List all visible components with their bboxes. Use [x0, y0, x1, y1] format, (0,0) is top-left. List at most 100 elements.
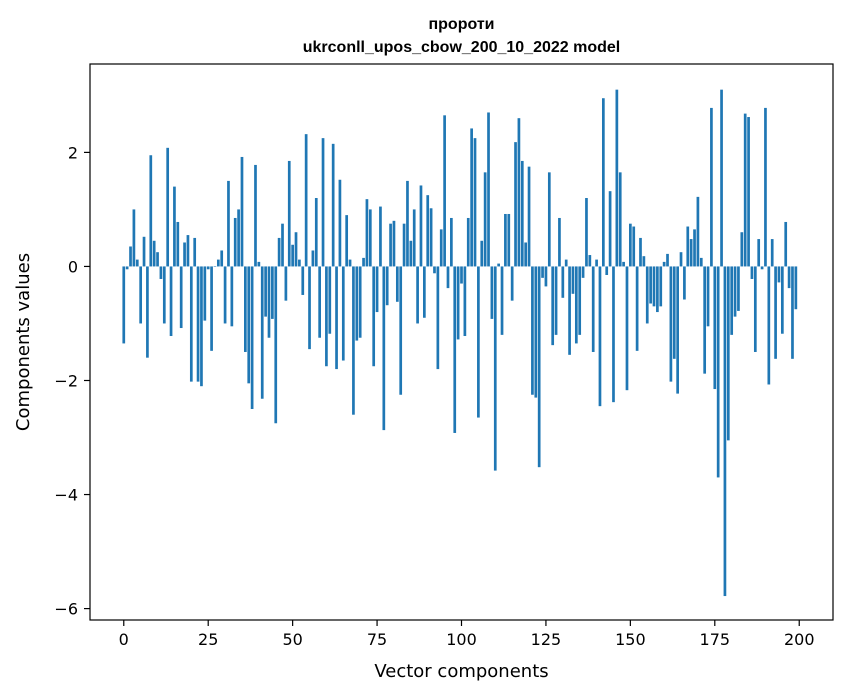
bar-153 [639, 237, 642, 267]
bar-121 [531, 266, 534, 395]
x-tick-label: 150 [615, 630, 646, 649]
bar-138 [588, 255, 592, 267]
x-tick-label: 50 [282, 630, 302, 649]
bar-66 [345, 215, 349, 267]
bar-116 [514, 142, 517, 267]
y-axis-label: Components values [13, 253, 34, 431]
bar-5 [139, 266, 143, 324]
bar-55 [308, 266, 311, 350]
bar-183 [740, 232, 744, 267]
bar-37 [247, 266, 251, 384]
bar-175 [713, 266, 717, 390]
bar-171 [699, 257, 703, 267]
chart-title-line-2: ukrconll_upos_cbow_200_10_2022 model [303, 39, 620, 56]
bar-34 [237, 209, 240, 267]
bar-88 [419, 185, 423, 267]
bar-128 [554, 266, 558, 335]
x-axis-label: Vector components [374, 661, 548, 682]
bar-156 [649, 266, 652, 304]
bar-29 [220, 250, 224, 267]
y-tick-label: 0 [68, 257, 78, 276]
bar-150 [629, 223, 632, 267]
bar-124 [541, 266, 544, 278]
bar-77 [382, 266, 386, 431]
bar-71 [362, 257, 365, 267]
bar-35 [240, 156, 244, 267]
bar-33 [233, 217, 237, 267]
bar-12 [162, 266, 166, 324]
bar-98 [453, 266, 457, 433]
bar-2 [129, 246, 132, 267]
bar-181 [733, 266, 737, 317]
bar-23 [200, 266, 203, 387]
bar-14 [169, 266, 173, 337]
bar-142 [601, 98, 605, 267]
bar-114 [507, 213, 511, 267]
bar-100 [460, 266, 463, 284]
bar-50 [291, 244, 294, 267]
bar-90 [426, 195, 430, 267]
bar-43 [267, 266, 271, 338]
bar-0 [122, 266, 126, 344]
chart-title-line-1: пророти [428, 16, 494, 33]
bar-97 [450, 217, 453, 267]
x-tick-label: 125 [531, 630, 562, 649]
bar-95 [443, 115, 446, 267]
bar-136 [581, 266, 585, 278]
x-tick-label: 25 [198, 630, 218, 649]
bar-148 [622, 261, 625, 267]
bar-31 [227, 180, 230, 267]
bar-65 [341, 266, 345, 361]
bar-25 [206, 266, 210, 270]
bar-173 [706, 266, 710, 327]
bar-178 [723, 266, 727, 597]
bar-47 [281, 223, 284, 267]
bar-75 [375, 266, 379, 313]
bar-164 [676, 266, 679, 394]
bar-198 [791, 266, 794, 359]
bar-130 [561, 266, 565, 298]
bar-58 [318, 266, 322, 338]
bar-79 [389, 223, 392, 267]
bar-110 [493, 266, 497, 471]
bar-53 [301, 266, 305, 295]
bar-74 [372, 266, 376, 367]
bar-9 [152, 240, 156, 267]
bar-133 [571, 266, 575, 294]
bar-16 [176, 221, 180, 267]
bar-93 [436, 266, 440, 370]
bar-176 [716, 266, 720, 478]
x-tick-label: 0 [119, 630, 129, 649]
bar-17 [179, 266, 183, 329]
bar-199 [794, 266, 798, 310]
bar-103 [470, 128, 473, 267]
bar-6 [142, 236, 146, 267]
bar-56 [311, 250, 315, 267]
bar-167 [686, 226, 690, 267]
bar-4 [135, 259, 139, 267]
bar-147 [618, 172, 622, 267]
bar-72 [365, 199, 369, 267]
bar-92 [433, 266, 436, 274]
bar-115 [510, 266, 514, 301]
bar-185 [747, 117, 750, 267]
bar-10 [156, 252, 159, 267]
bar-101 [463, 266, 467, 337]
y-axis-ticks: 2 0 −2 −4 −6 [54, 143, 90, 619]
bar-113 [504, 213, 507, 267]
bar-61 [328, 266, 332, 334]
bar-108 [487, 112, 490, 267]
bar-106 [480, 240, 484, 267]
bar-195 [780, 266, 784, 334]
bar-131 [564, 259, 568, 267]
bar-13 [166, 147, 170, 267]
bar-36 [244, 266, 247, 352]
bar-157 [652, 266, 656, 307]
bar-192 [770, 239, 774, 267]
bar-44 [271, 266, 274, 319]
bar-123 [537, 266, 541, 468]
bar-30 [223, 266, 227, 324]
bar-8 [149, 155, 153, 267]
bar-18 [183, 242, 186, 267]
bar-107 [483, 172, 487, 267]
